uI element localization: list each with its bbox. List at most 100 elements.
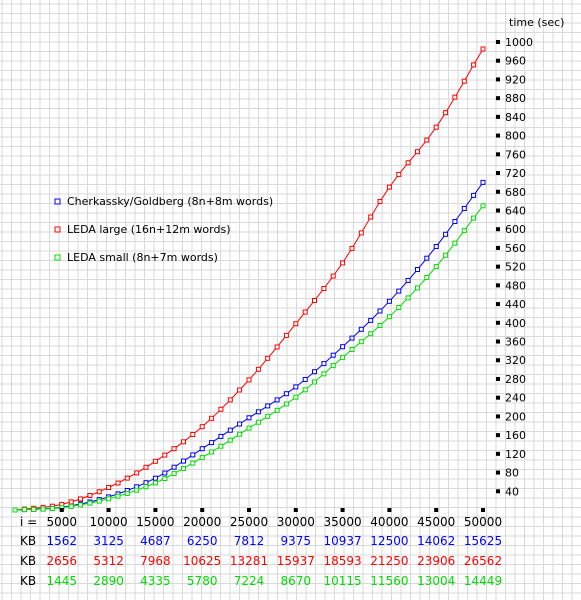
x-tick-label: 50000: [464, 515, 502, 529]
data-point: [181, 458, 186, 464]
legend-item: LEDA large (16n+12m words): [54, 223, 231, 236]
y-tick-mark: [496, 189, 500, 194]
data-point: [480, 203, 486, 209]
data-point: [349, 245, 355, 251]
data-point: [162, 476, 168, 481]
data-point: [199, 424, 205, 430]
data-point: [330, 363, 336, 369]
kb-value: 10115: [324, 574, 362, 588]
data-point: [386, 298, 392, 304]
x-tick-mark: [59, 508, 64, 512]
legend: Cherkassky/Goldberg (8n+8m words) LEDA la…: [54, 195, 273, 264]
kb-value: 3125: [93, 534, 124, 548]
data-point: [293, 384, 299, 390]
kb-value: 7968: [140, 554, 171, 568]
data-point: [106, 485, 112, 490]
kb-value: 15937: [277, 554, 315, 568]
kb-value: 2656: [47, 554, 78, 568]
kb-value: 10937: [324, 534, 362, 548]
y-tick-label: 440: [505, 298, 526, 311]
data-point: [218, 433, 224, 439]
x-tick-mark: [481, 508, 485, 512]
data-point: [358, 230, 364, 236]
data-point: [255, 409, 261, 415]
y-tick-mark: [496, 77, 500, 82]
x-tick-label: 15000: [136, 515, 174, 529]
data-point: [386, 184, 392, 190]
x-tick-label: 35000: [324, 515, 362, 529]
data-point: [274, 397, 280, 403]
x-tick-mark: [106, 508, 111, 512]
data-point: [106, 496, 112, 502]
data-point: [302, 309, 308, 315]
y-tick-mark: [496, 320, 500, 325]
kb-row-label: KB: [20, 554, 36, 568]
x-tick-label: 10000: [90, 515, 128, 529]
kb-value: 23906: [417, 554, 455, 568]
y-tick-label: 160: [505, 429, 526, 442]
x-tick-label: 40000: [370, 515, 408, 529]
legend-marker: [54, 198, 61, 205]
data-point: [40, 506, 46, 512]
data-point: [162, 470, 168, 476]
data-point: [274, 344, 280, 350]
x-tick-mark: [340, 508, 345, 512]
y-axis-title: time (sec): [509, 16, 564, 29]
y-tick-mark: [496, 58, 500, 63]
y-tick-label: 280: [505, 373, 526, 386]
data-point: [255, 366, 261, 372]
kb-value: 8670: [281, 574, 312, 588]
kb-value: 14062: [417, 534, 455, 548]
kb-value: 7812: [234, 534, 265, 548]
series-3: [12, 203, 486, 513]
data-point: [443, 110, 449, 116]
data-point: [237, 431, 243, 437]
data-point: [283, 391, 289, 397]
x-axis: i = 5000 10000 15000 20000 25000 30000 35000 40…: [20, 508, 502, 529]
y-tick-label: 920: [505, 73, 526, 86]
y-tick-mark: [496, 414, 500, 419]
data-point: [255, 419, 261, 425]
y-tick-mark: [496, 339, 500, 344]
data-point: [377, 323, 383, 328]
data-point: [321, 286, 327, 291]
data-point: [312, 379, 317, 385]
data-point: [124, 475, 130, 481]
legend-label: LEDA large (16n+12m words): [67, 223, 231, 236]
y-tick-mark: [496, 171, 500, 176]
data-point: [396, 288, 402, 294]
x-tick-mark: [434, 508, 439, 512]
data-point: [209, 415, 215, 421]
data-point: [227, 397, 233, 403]
data-point: [330, 352, 336, 358]
data-point: [340, 344, 346, 350]
data-point: [152, 458, 158, 464]
data-point: [143, 484, 149, 490]
y-tick-label: 320: [505, 354, 526, 367]
kb-value: 4687: [140, 534, 171, 548]
legend-label: LEDA small (8n+7m words): [67, 251, 218, 264]
data-point: [209, 440, 215, 446]
y-axis: time (sec) 40 80 120 160 200 240 280 320 360 400 4…: [496, 16, 564, 498]
y-tick-label: 40: [505, 485, 519, 498]
data-point: [433, 244, 439, 249]
data-point: [461, 228, 467, 234]
kb-value: 13004: [417, 574, 455, 588]
data-point: [87, 493, 93, 498]
data-point: [415, 149, 420, 155]
y-tick-mark: [496, 489, 500, 494]
data-point: [274, 407, 280, 413]
data-point: [368, 214, 374, 220]
y-tick-label: 360: [505, 336, 526, 349]
data-point: [218, 406, 224, 412]
data-point: [452, 240, 458, 246]
y-tick-label: 80: [505, 467, 519, 480]
data-point: [377, 308, 383, 314]
data-point: [405, 295, 411, 301]
data-point: [443, 252, 449, 258]
data-point: [115, 493, 121, 499]
kb-value: 5312: [93, 554, 124, 568]
y-tick-label: 840: [505, 111, 526, 124]
y-tick-label: 200: [505, 410, 526, 423]
